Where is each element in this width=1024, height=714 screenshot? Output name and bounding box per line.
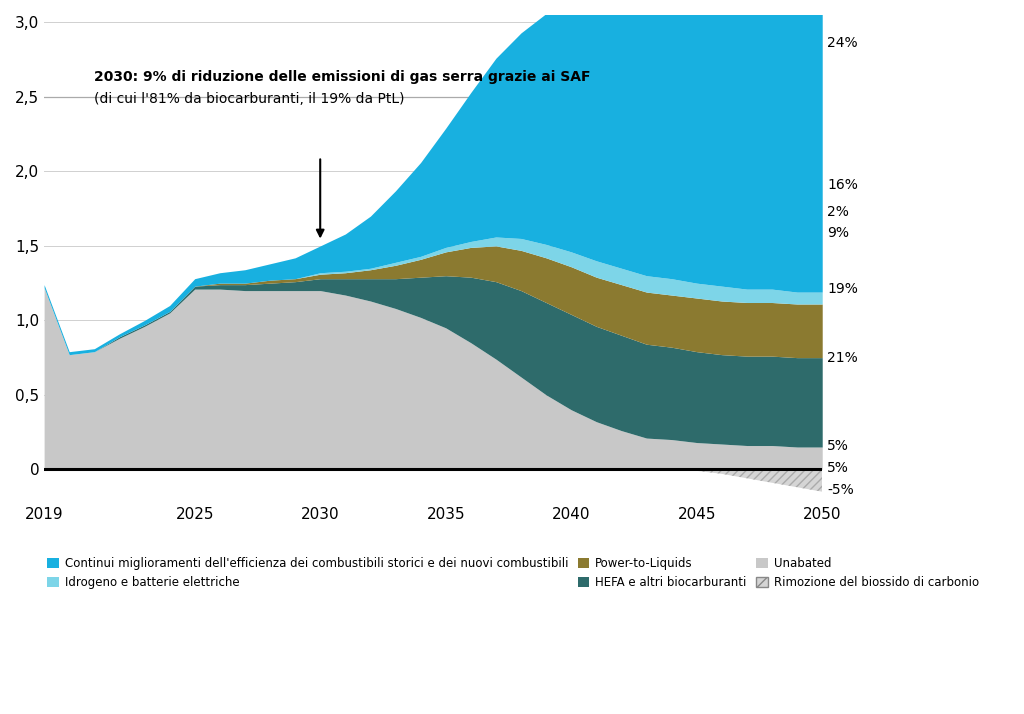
Text: (di cui l'81% da biocarburanti, il 19% da PtL): (di cui l'81% da biocarburanti, il 19% d…	[94, 93, 404, 106]
Legend: Continui miglioramenti dell'efficienza dei combustibili storici e dei nuovi comb: Continui miglioramenti dell'efficienza d…	[42, 553, 984, 593]
Text: 2030: 9% di riduzione delle emissioni di gas serra grazie ai SAF: 2030: 9% di riduzione delle emissioni di…	[94, 70, 591, 84]
